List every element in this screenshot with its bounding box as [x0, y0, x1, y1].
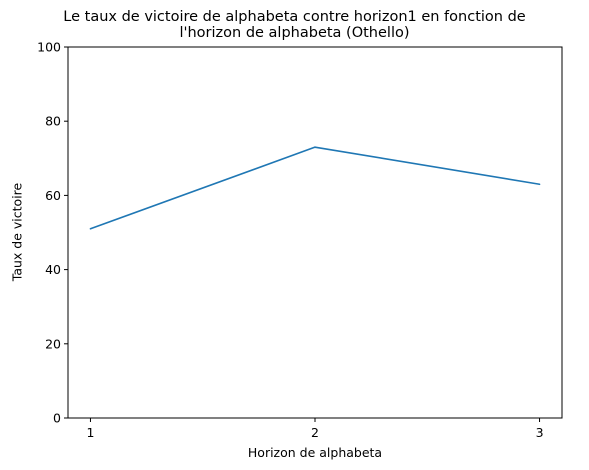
x-tick-label: 3 [536, 425, 544, 440]
y-axis-label: Taux de victoire [10, 183, 25, 281]
data-point [314, 146, 316, 148]
y-tick-label: 40 [45, 262, 61, 277]
plot-frame [68, 47, 562, 418]
x-tick-label: 2 [311, 425, 319, 440]
y-axis: 0 20 40 60 80 100 [37, 40, 68, 426]
x-axis: 1 2 3 [86, 418, 543, 440]
series-line [90, 147, 539, 229]
y-tick-label: 20 [45, 336, 61, 351]
y-tick-label: 80 [45, 114, 61, 129]
y-tick-label: 60 [45, 188, 61, 203]
data-point [539, 183, 541, 185]
x-tick-label: 1 [86, 425, 94, 440]
y-tick-label: 0 [53, 411, 61, 426]
x-axis-label: Horizon de alphabeta [68, 445, 562, 460]
y-tick-label: 100 [37, 40, 61, 55]
data-point [90, 228, 92, 230]
series-group [90, 146, 541, 229]
